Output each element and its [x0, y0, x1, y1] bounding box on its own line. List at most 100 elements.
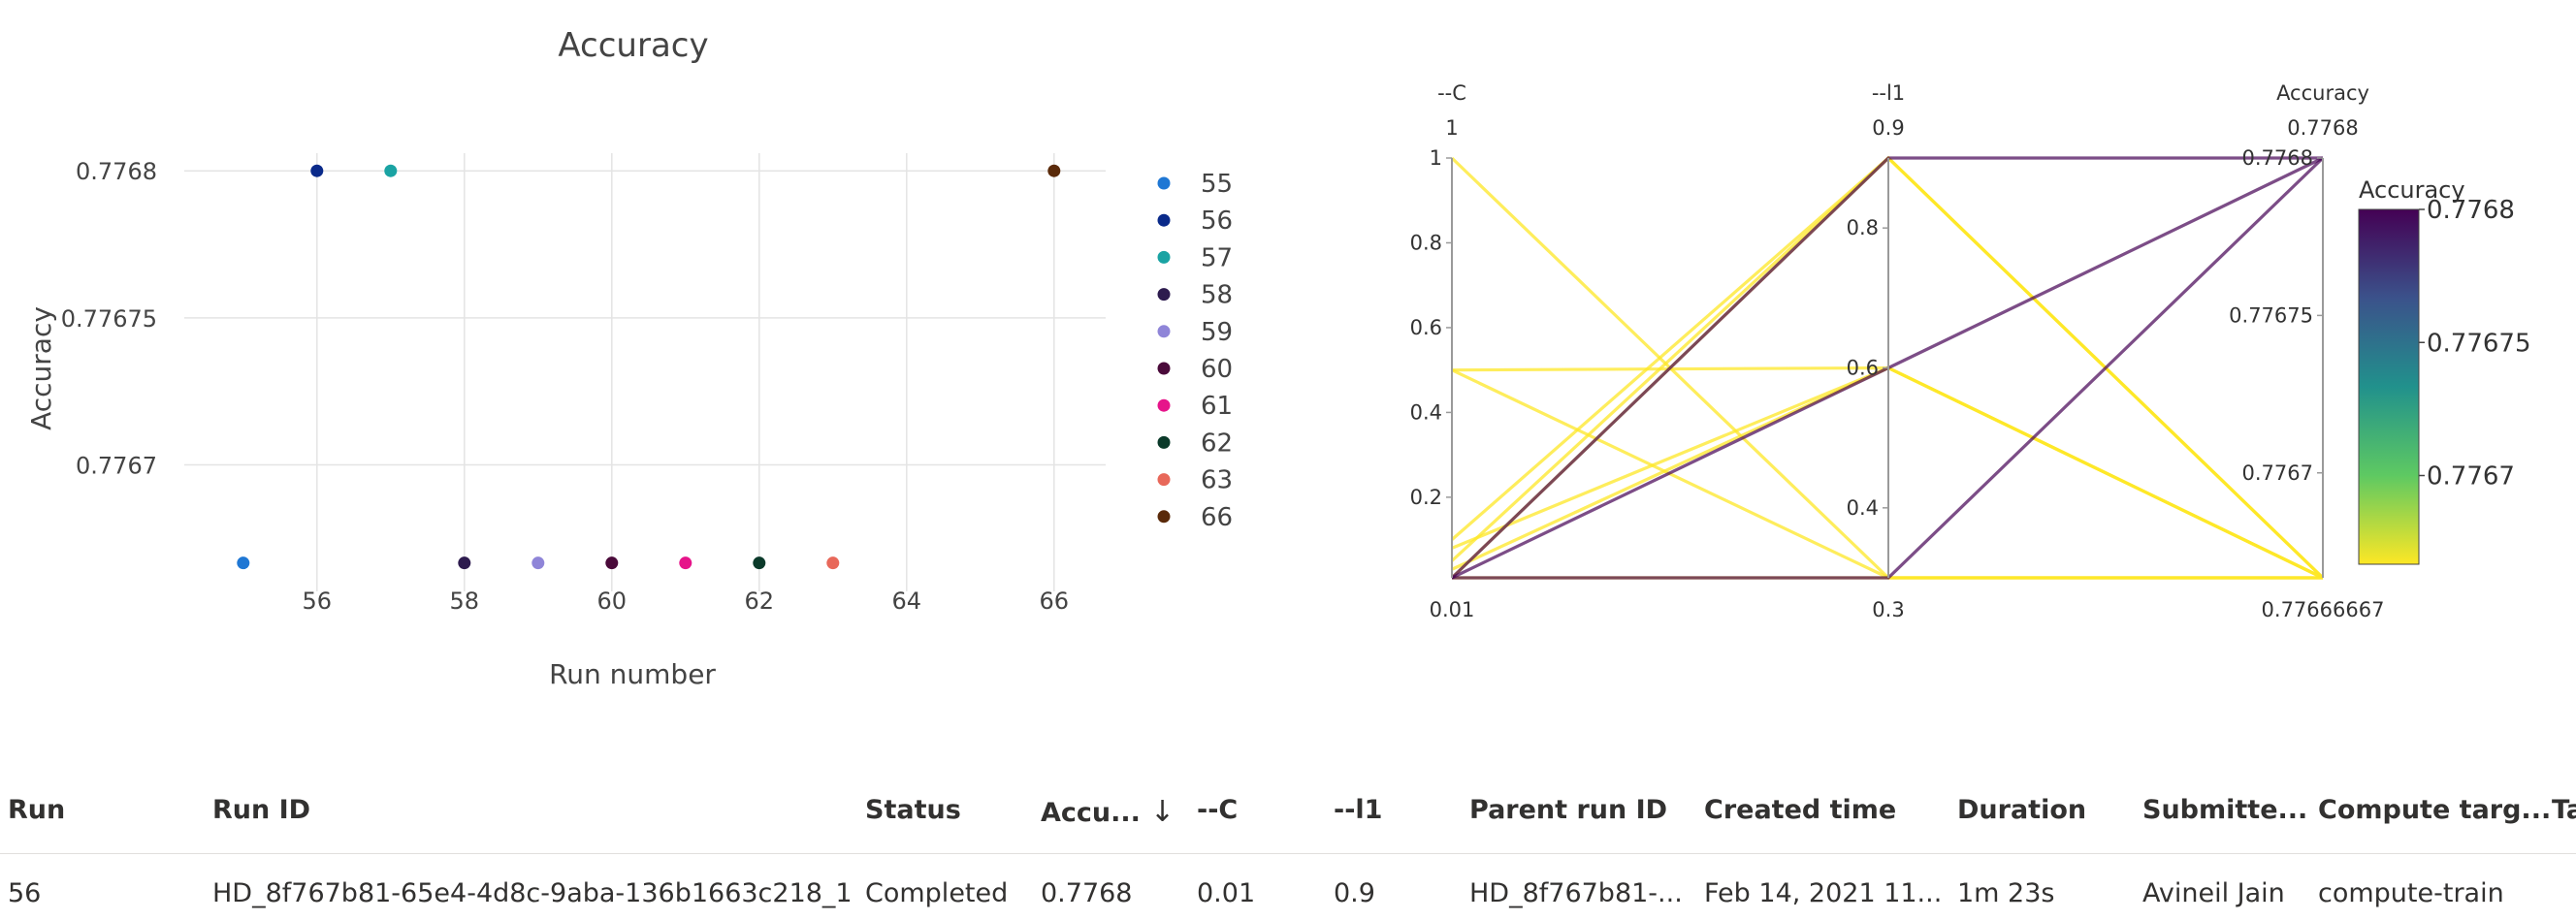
y-axis-ticks: 0.7768 0.77675 0.7767	[61, 158, 157, 479]
legend-label: 59	[1201, 318, 1233, 347]
column-header-status[interactable]: Status	[865, 795, 961, 825]
x-tick-label: 66	[1040, 588, 1070, 615]
legend-item-63[interactable]: 63	[1157, 466, 1234, 495]
data-point-run-56[interactable]	[310, 164, 324, 177]
axis-tick-label: 0.2	[1410, 486, 1442, 509]
chart-gridlines	[184, 153, 1106, 591]
axis-max-label: 0.9	[1872, 116, 1904, 140]
legend-item-58[interactable]: 58	[1157, 281, 1234, 310]
legend-marker	[1157, 325, 1171, 338]
colorbar-tick-label: 0.7768	[2427, 196, 2515, 225]
data-point-run-61[interactable]	[679, 556, 692, 570]
y-tick-label: 0.7768	[76, 158, 157, 185]
data-point-run-59[interactable]	[531, 556, 545, 570]
legend-label: 55	[1201, 170, 1233, 199]
legend-item-62[interactable]: 62	[1157, 429, 1234, 458]
compute-target-cell: compute-train	[2318, 878, 2504, 908]
legend-marker	[1157, 510, 1171, 524]
legend-label: 63	[1201, 466, 1233, 495]
column-header-accuracy-label: Accu...	[1041, 798, 1141, 828]
column-header-compute-target[interactable]: Compute targ...	[2318, 795, 2552, 825]
column-header-run[interactable]: Run	[8, 795, 66, 825]
axis-max-label: 1	[1445, 116, 1458, 140]
colorbar-title: Accuracy	[2359, 176, 2465, 204]
parcoords-axis-l1[interactable]: --l1 0.9 0.3 0.8 0.6 0.4	[1847, 81, 1906, 621]
y-tick-label: 0.7767	[76, 453, 157, 480]
column-header-created-time[interactable]: Created time	[1704, 795, 1897, 825]
column-header-duration[interactable]: Duration	[1957, 795, 2087, 825]
legend-label: 58	[1201, 281, 1233, 310]
l1-cell: 0.9	[1334, 878, 1375, 908]
duration-cell: 1m 23s	[1957, 878, 2055, 908]
data-points[interactable]	[237, 164, 1061, 570]
axis-min-label: 0.01	[1430, 598, 1475, 621]
sort-descending-icon: ↓	[1149, 795, 1175, 829]
run-id-link[interactable]: HD_8f767b81-65e4-4d8c-9aba-136b1663c218_…	[212, 878, 853, 908]
y-tick-label: 0.77675	[61, 305, 157, 333]
accuracy-cell: 0.7768	[1041, 878, 1133, 908]
legend-item-57[interactable]: 57	[1157, 243, 1234, 272]
legend-item-56[interactable]: 56	[1157, 206, 1234, 236]
table-row[interactable]: 56 HD_8f767b81-65e4-4d8c-9aba-136b1663c2…	[0, 855, 2576, 913]
parallel-coordinates-chart: --C 1 0.01 1 0.8 0.6 0.4 0.2 --l1 0.9 0.3 0.8 0.6 0.4…	[1410, 81, 2531, 621]
status-cell: Completed	[865, 878, 1009, 908]
legend-label: 57	[1201, 243, 1233, 272]
axis-tick-label: 0.6	[1847, 357, 1879, 380]
axis-tick-label: 0.8	[1410, 231, 1442, 254]
column-header-parent-run-id[interactable]: Parent run ID	[1469, 795, 1668, 825]
legend-marker	[1157, 435, 1171, 449]
x-tick-label: 58	[450, 588, 480, 615]
axis-tick-label: 0.4	[1410, 400, 1442, 424]
axis-title: --C	[1437, 81, 1466, 105]
legend-item-59[interactable]: 59	[1157, 318, 1234, 347]
accuracy-colorbar: Accuracy 0.7768 0.77675 0.7767	[2358, 176, 2531, 565]
legend-item-61[interactable]: 61	[1157, 392, 1234, 421]
parcoords-axis-c[interactable]: --C 1 0.01 1 0.8 0.6 0.4 0.2	[1410, 81, 1475, 621]
column-header-run-id[interactable]: Run ID	[212, 795, 311, 825]
data-point-run-55[interactable]	[237, 556, 250, 570]
parcoords-axis-accuracy[interactable]: Accuracy 0.7768 0.77666667 0.7768 0.77675 0.7…	[2229, 81, 2384, 621]
data-point-run-63[interactable]	[826, 556, 840, 570]
legend-marker	[1157, 250, 1171, 264]
data-point-run-62[interactable]	[753, 556, 766, 570]
column-header-submitted-by[interactable]: Submitte...	[2142, 795, 2308, 825]
colorbar-tick-label: 0.77675	[2427, 329, 2531, 358]
legend-label: 61	[1201, 392, 1233, 421]
axis-tick-label: 0.77675	[2229, 303, 2313, 327]
chart-title: Accuracy	[558, 26, 708, 65]
data-point-run-58[interactable]	[458, 556, 471, 570]
axis-max-label: 0.7768	[2287, 116, 2358, 140]
x-tick-label: 64	[892, 588, 922, 615]
axis-title: Accuracy	[2276, 81, 2369, 105]
axis-tick-label: 0.4	[1847, 496, 1879, 520]
legend-marker	[1157, 213, 1171, 227]
column-header-c[interactable]: --C	[1197, 795, 1239, 825]
colorbar-tick-label: 0.7767	[2427, 462, 2515, 492]
data-point-run-57[interactable]	[384, 164, 398, 177]
x-tick-label: 60	[597, 588, 628, 615]
table-header-row: Run Run ID Status Accu... ↓ --C --l1 Pare…	[0, 766, 2576, 854]
created-time-cell: Feb 14, 2021 11...	[1704, 878, 1943, 908]
legend-label: 60	[1201, 355, 1233, 384]
legend-item-66[interactable]: 66	[1157, 503, 1234, 532]
column-header-l1[interactable]: --l1	[1334, 795, 1383, 825]
axis-tick-label: 0.6	[1410, 316, 1442, 339]
chart-legend[interactable]: 55 56 57 58 59 60 61 62 63 66	[1157, 170, 1234, 532]
axis-title: --l1	[1872, 81, 1905, 105]
legend-item-60[interactable]: 60	[1157, 355, 1234, 384]
legend-marker	[1157, 473, 1171, 487]
legend-marker	[1157, 362, 1171, 375]
legend-label: 62	[1201, 429, 1233, 458]
column-header-accuracy[interactable]: Accu... ↓	[1041, 795, 1175, 829]
x-axis-ticks: 56 58 60 62 64 66	[303, 588, 1070, 615]
legend-label: 56	[1201, 206, 1233, 236]
parcoords-axes[interactable]: --C 1 0.01 1 0.8 0.6 0.4 0.2 --l1 0.9 0.3 0.8 0.6 0.4…	[1410, 81, 2385, 621]
axis-tick-label: 0.7767	[2242, 461, 2313, 485]
data-point-run-66[interactable]	[1047, 164, 1061, 177]
colorbar-ticks: 0.7768 0.77675 0.7767	[2419, 196, 2531, 492]
column-header-tags[interactable]: Ta	[2552, 795, 2576, 825]
axis-min-label: 0.3	[1872, 598, 1904, 621]
run-number-link[interactable]: 56	[8, 878, 42, 908]
legend-item-55[interactable]: 55	[1157, 170, 1234, 199]
data-point-run-60[interactable]	[605, 556, 619, 570]
